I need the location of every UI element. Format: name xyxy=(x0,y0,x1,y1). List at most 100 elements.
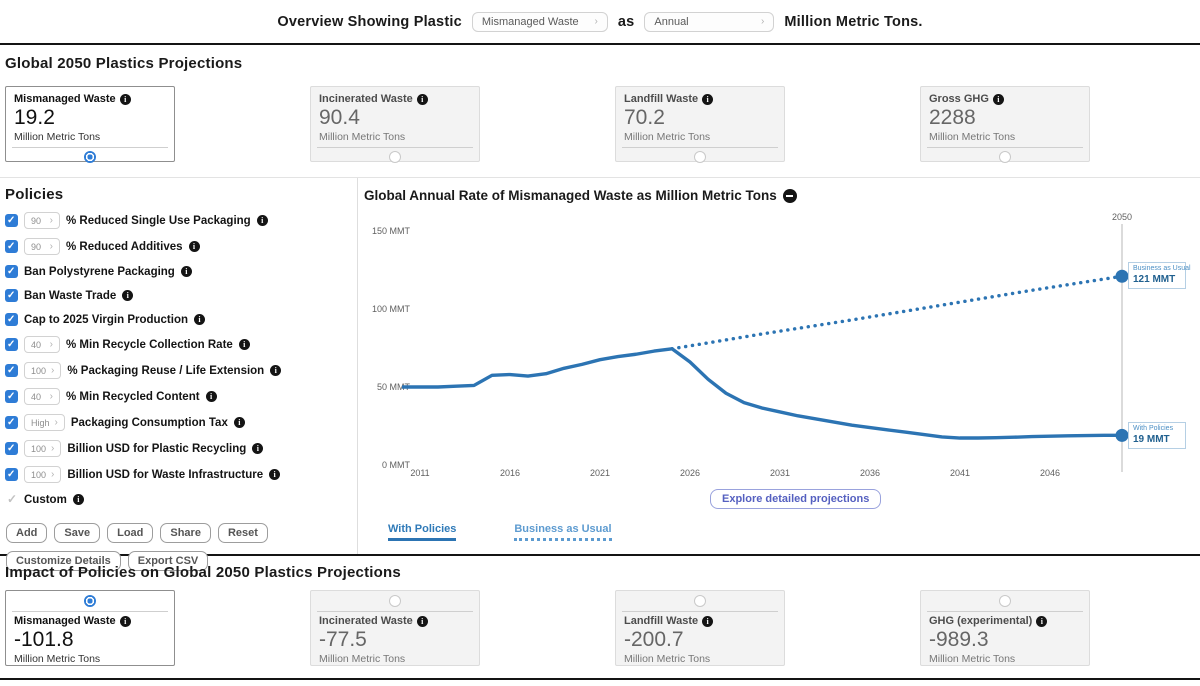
info-icon[interactable] xyxy=(1036,615,1048,627)
policy-checkbox-checked[interactable] xyxy=(5,364,18,377)
impact-card-mismanaged[interactable]: Mismanaged Waste -101.8 Million Metric T… xyxy=(5,590,175,666)
info-icon[interactable] xyxy=(205,391,217,402)
comment-icon[interactable] xyxy=(782,188,797,203)
info-icon[interactable] xyxy=(119,93,131,105)
chevron-right-icon xyxy=(595,17,598,27)
policies-title: Policies xyxy=(5,186,64,203)
card-radio[interactable] xyxy=(999,151,1011,163)
save-button[interactable]: Save xyxy=(54,523,101,543)
card-radio[interactable] xyxy=(84,151,96,163)
card-radio[interactable] xyxy=(389,595,401,607)
policy-label: % Min Recycled Content xyxy=(66,390,200,403)
chart-panel: Global Annual Rate of Mismanaged Waste a… xyxy=(358,178,1200,554)
info-icon[interactable] xyxy=(992,93,1004,105)
policy-row: 100 % Packaging Reuse / Life Extension xyxy=(5,362,351,379)
annotation-value: 121 MMT xyxy=(1133,273,1176,285)
policy-checkbox-checked[interactable] xyxy=(5,390,18,403)
info-icon[interactable] xyxy=(269,469,281,480)
info-icon[interactable] xyxy=(416,93,428,105)
projection-card-ghg[interactable]: Gross GHG 2288 Million Metric Tons xyxy=(920,86,1090,163)
card-radio[interactable] xyxy=(84,595,96,607)
policy-value: 100 xyxy=(31,365,47,376)
card-unit: Million Metric Tons xyxy=(319,131,406,143)
info-icon[interactable] xyxy=(702,615,714,627)
policy-checkbox-checked[interactable] xyxy=(5,240,18,253)
policy-label: Custom xyxy=(24,493,67,506)
card-value: 90.4 xyxy=(319,106,360,129)
impact-card-incinerated[interactable]: Incinerated Waste -77.5 Million Metric T… xyxy=(310,590,480,666)
policy-value-dropdown[interactable]: 100 xyxy=(24,440,62,457)
info-icon[interactable] xyxy=(122,290,134,301)
annotation-with-policies: With Policies 19 MMT xyxy=(1128,422,1186,450)
policy-checkbox-checked[interactable] xyxy=(5,313,18,326)
policy-checkbox-checked[interactable] xyxy=(5,214,18,227)
card-label: Mismanaged Waste xyxy=(14,615,116,627)
impact-card-landfill[interactable]: Landfill Waste -200.7 Million Metric Ton… xyxy=(615,590,785,666)
export-csv-button[interactable]: Export CSV xyxy=(127,551,209,571)
info-icon[interactable] xyxy=(233,417,245,428)
chart-legend: With Policies Business as Usual xyxy=(388,523,612,541)
annotation-title: Business as Usual xyxy=(1133,265,1191,272)
policy-value-dropdown[interactable]: 40 xyxy=(24,336,60,353)
policy-row: 90 % Reduced Single Use Packaging xyxy=(5,212,351,229)
chevron-right-icon xyxy=(761,17,764,27)
customize-details-button[interactable]: Customize Details xyxy=(6,551,121,571)
policy-value-dropdown[interactable]: 100 xyxy=(24,466,62,483)
info-icon[interactable] xyxy=(702,93,714,105)
info-icon[interactable] xyxy=(119,615,131,627)
policy-value-dropdown[interactable]: 100 xyxy=(24,362,62,379)
policy-checkbox-checked[interactable] xyxy=(5,416,18,429)
card-radio[interactable] xyxy=(389,151,401,163)
y-axis-tick: 0 MMT xyxy=(382,460,411,470)
card-radio[interactable] xyxy=(999,595,1011,607)
impact-card-ghg[interactable]: GHG (experimental) -989.3 Million Metric… xyxy=(920,590,1090,666)
info-icon[interactable] xyxy=(194,314,206,325)
info-icon[interactable] xyxy=(270,365,282,376)
impact-section: Impact of Policies on Global 2050 Plasti… xyxy=(0,556,1200,680)
impact-cards: Mismanaged Waste -101.8 Million Metric T… xyxy=(5,590,1200,666)
overview-header: Overview Showing Plastic Mismanaged Wast… xyxy=(0,0,1200,45)
add-button[interactable]: Add xyxy=(6,523,48,543)
card-unit: Million Metric Tons xyxy=(929,653,1016,665)
info-icon[interactable] xyxy=(188,241,200,252)
chevron-right-icon xyxy=(55,418,58,428)
policy-value-dropdown[interactable]: High xyxy=(24,414,65,431)
policy-value-dropdown[interactable]: 90 xyxy=(24,238,60,255)
chevron-right-icon xyxy=(50,216,53,226)
policy-value: 90 xyxy=(31,215,42,226)
card-value: 19.2 xyxy=(14,106,55,129)
policy-checkbox-checked[interactable] xyxy=(5,265,18,278)
legend-business-as-usual[interactable]: Business as Usual xyxy=(514,523,612,541)
explore-detailed-projections-button[interactable]: Explore detailed projections xyxy=(710,489,882,509)
reset-button[interactable]: Reset xyxy=(217,523,268,543)
info-icon[interactable] xyxy=(252,443,264,454)
card-radio[interactable] xyxy=(694,151,706,163)
share-button[interactable]: Share xyxy=(160,523,211,543)
x-axis-tick: 2036 xyxy=(860,468,880,478)
chart-title: Global Annual Rate of Mismanaged Waste a… xyxy=(364,188,777,203)
info-icon[interactable] xyxy=(72,494,84,505)
metric-dropdown[interactable]: Mismanaged Waste xyxy=(471,11,608,32)
info-icon[interactable] xyxy=(256,215,268,226)
info-icon[interactable] xyxy=(416,615,428,627)
policy-checkbox-checked[interactable] xyxy=(5,289,18,302)
card-unit: Million Metric Tons xyxy=(14,131,101,143)
projection-card-mismanaged[interactable]: Mismanaged Waste 19.2 Million Metric Ton… xyxy=(5,86,175,163)
policy-value-dropdown[interactable]: 40 xyxy=(24,388,60,405)
card-radio[interactable] xyxy=(694,595,706,607)
period-dropdown[interactable]: Annual xyxy=(644,11,775,32)
policy-row: High Packaging Consumption Tax xyxy=(5,414,351,431)
load-button[interactable]: Load xyxy=(107,523,154,543)
custom-check-icon[interactable] xyxy=(5,493,18,506)
info-icon[interactable] xyxy=(238,339,250,350)
policy-buttons-row2: Customize Details Export CSV xyxy=(6,551,351,571)
legend-with-policies[interactable]: With Policies xyxy=(388,523,457,541)
policy-checkbox-checked[interactable] xyxy=(5,468,18,481)
policy-label: % Min Recycle Collection Rate xyxy=(66,338,233,351)
projection-card-landfill[interactable]: Landfill Waste 70.2 Million Metric Tons xyxy=(615,86,785,163)
policy-checkbox-checked[interactable] xyxy=(5,338,18,351)
info-icon[interactable] xyxy=(180,266,192,277)
policy-checkbox-checked[interactable] xyxy=(5,442,18,455)
policy-value-dropdown[interactable]: 90 xyxy=(24,212,60,229)
projection-card-incinerated[interactable]: Incinerated Waste 90.4 Million Metric To… xyxy=(310,86,480,163)
